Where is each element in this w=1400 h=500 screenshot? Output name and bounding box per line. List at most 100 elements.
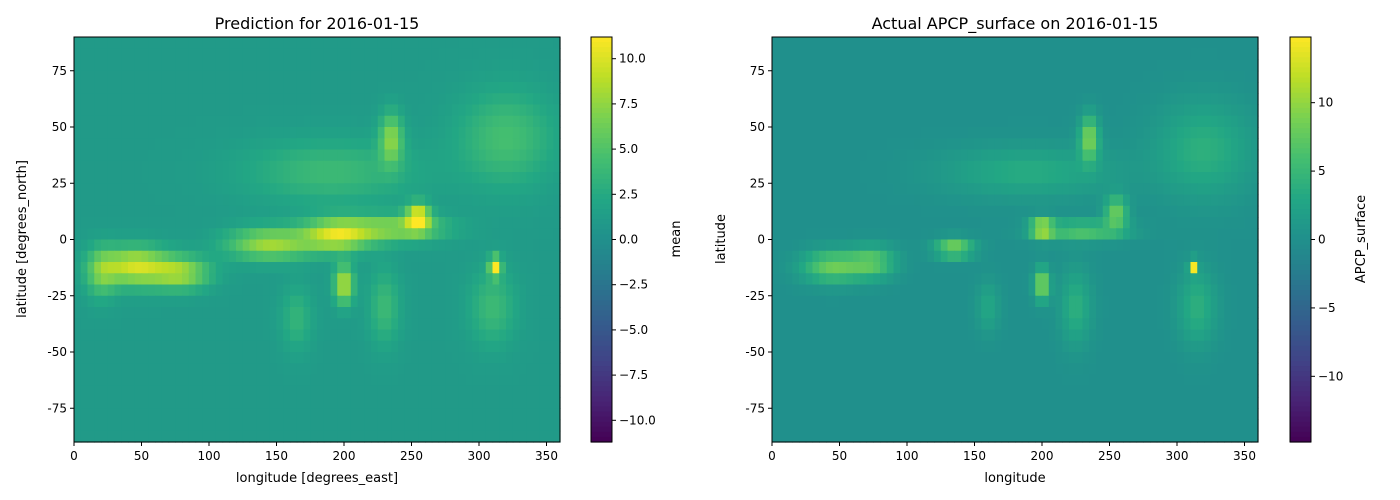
heatmap-cell — [101, 48, 109, 61]
heatmap-cell — [512, 149, 521, 162]
heatmap-cell — [839, 239, 847, 252]
heatmap-cell — [1210, 160, 1219, 173]
heatmap-cell — [492, 48, 500, 61]
heatmap-cell — [384, 104, 392, 117]
heatmap-cell — [121, 194, 129, 207]
heatmap-cell — [1183, 82, 1192, 94]
heatmap-cell — [1096, 104, 1104, 117]
heatmap-cell — [940, 217, 949, 229]
heatmap-cell — [927, 59, 935, 72]
heatmap-cell — [792, 329, 800, 342]
heatmap-cell — [873, 352, 881, 364]
heatmap-cell — [182, 239, 190, 252]
heatmap-cell — [182, 115, 190, 128]
heatmap-cell — [1116, 329, 1124, 342]
heatmap-cell — [107, 127, 116, 139]
heatmap-cell — [276, 70, 284, 83]
heatmap-cell — [357, 408, 365, 421]
heatmap-cell — [1048, 307, 1057, 319]
heatmap-cell — [418, 397, 426, 409]
heatmap-cell — [778, 340, 787, 353]
heatmap-cell — [391, 205, 399, 218]
heatmap-cell — [87, 82, 95, 94]
heatmap-cell — [533, 93, 541, 106]
heatmap-cell — [1217, 228, 1225, 241]
heatmap-cell — [80, 397, 89, 409]
heatmap-cell — [317, 307, 325, 319]
heatmap-cell — [256, 172, 264, 184]
colorbar-swatch — [591, 426, 612, 433]
heatmap-cell — [485, 374, 494, 387]
heatmap-cell — [384, 374, 392, 387]
heatmap-cell — [1244, 59, 1252, 72]
heatmap-cell — [425, 250, 433, 263]
heatmap-cell — [1150, 307, 1158, 319]
heatmap-cell — [242, 205, 251, 218]
heatmap-cell — [1062, 329, 1070, 342]
heatmap-cell — [1123, 138, 1131, 151]
heatmap-cell — [913, 318, 922, 331]
heatmap-cell — [826, 37, 834, 49]
heatmap-cell — [485, 419, 494, 432]
heatmap-cell — [927, 250, 935, 263]
heatmap-cell — [853, 183, 861, 196]
heatmap-cell — [886, 307, 895, 319]
heatmap-cell — [859, 250, 868, 263]
heatmap-cell — [337, 194, 345, 207]
heatmap-cell — [222, 37, 230, 49]
heatmap-cell — [283, 70, 291, 83]
heatmap-cell — [873, 37, 881, 49]
heatmap-cell — [80, 385, 89, 398]
heatmap-cell — [1062, 352, 1070, 364]
heatmap-cell — [148, 138, 156, 151]
heatmap-cell — [1204, 59, 1212, 72]
heatmap-cell — [310, 262, 318, 274]
heatmap-cell — [846, 363, 854, 376]
heatmap-cell — [553, 430, 561, 443]
heatmap-cell — [330, 59, 338, 72]
heatmap-cell — [242, 183, 251, 196]
heatmap-cell — [161, 397, 170, 409]
heatmap-cell — [215, 70, 224, 83]
heatmap-cell — [1116, 48, 1124, 61]
heatmap-cell — [1102, 115, 1111, 128]
heatmap-cell — [101, 228, 109, 241]
heatmap-cell — [452, 295, 460, 308]
heatmap-cell — [107, 93, 116, 106]
heatmap-cell — [1237, 205, 1246, 218]
heatmap-cell — [1251, 307, 1259, 319]
heatmap-cell — [512, 284, 521, 297]
colorbar-swatch — [591, 128, 612, 134]
heatmap-cell — [310, 37, 318, 49]
heatmap-cell — [832, 295, 841, 308]
heatmap-cell — [357, 318, 365, 331]
heatmap-cell — [256, 430, 264, 443]
heatmap-cell — [940, 205, 949, 218]
heatmap-cell — [1001, 340, 1009, 353]
heatmap-cell — [1069, 273, 1077, 286]
heatmap-cell — [1204, 318, 1212, 331]
heatmap-cell — [506, 160, 514, 173]
heatmap-cell — [1062, 340, 1070, 353]
heatmap-cell — [539, 408, 548, 421]
heatmap-cell — [175, 82, 183, 94]
heatmap-cell — [772, 127, 780, 139]
heatmap-cell — [934, 295, 942, 308]
heatmap-cell — [1224, 329, 1232, 342]
heatmap-cell — [377, 127, 386, 139]
heatmap-cell — [134, 149, 143, 162]
heatmap-cell — [981, 250, 989, 263]
heatmap-cell — [974, 205, 982, 218]
heatmap-cell — [1096, 250, 1104, 263]
heatmap-cell — [384, 160, 392, 173]
heatmap-cell — [425, 160, 433, 173]
heatmap-cell — [954, 273, 962, 286]
heatmap-cell — [947, 385, 955, 398]
heatmap-cell — [134, 93, 143, 106]
heatmap-cell — [161, 250, 170, 263]
heatmap-cell — [846, 37, 854, 49]
heatmap-cell — [80, 160, 89, 173]
heatmap-cell — [418, 149, 426, 162]
heatmap-cell — [290, 340, 298, 353]
heatmap-cell — [1008, 363, 1016, 376]
